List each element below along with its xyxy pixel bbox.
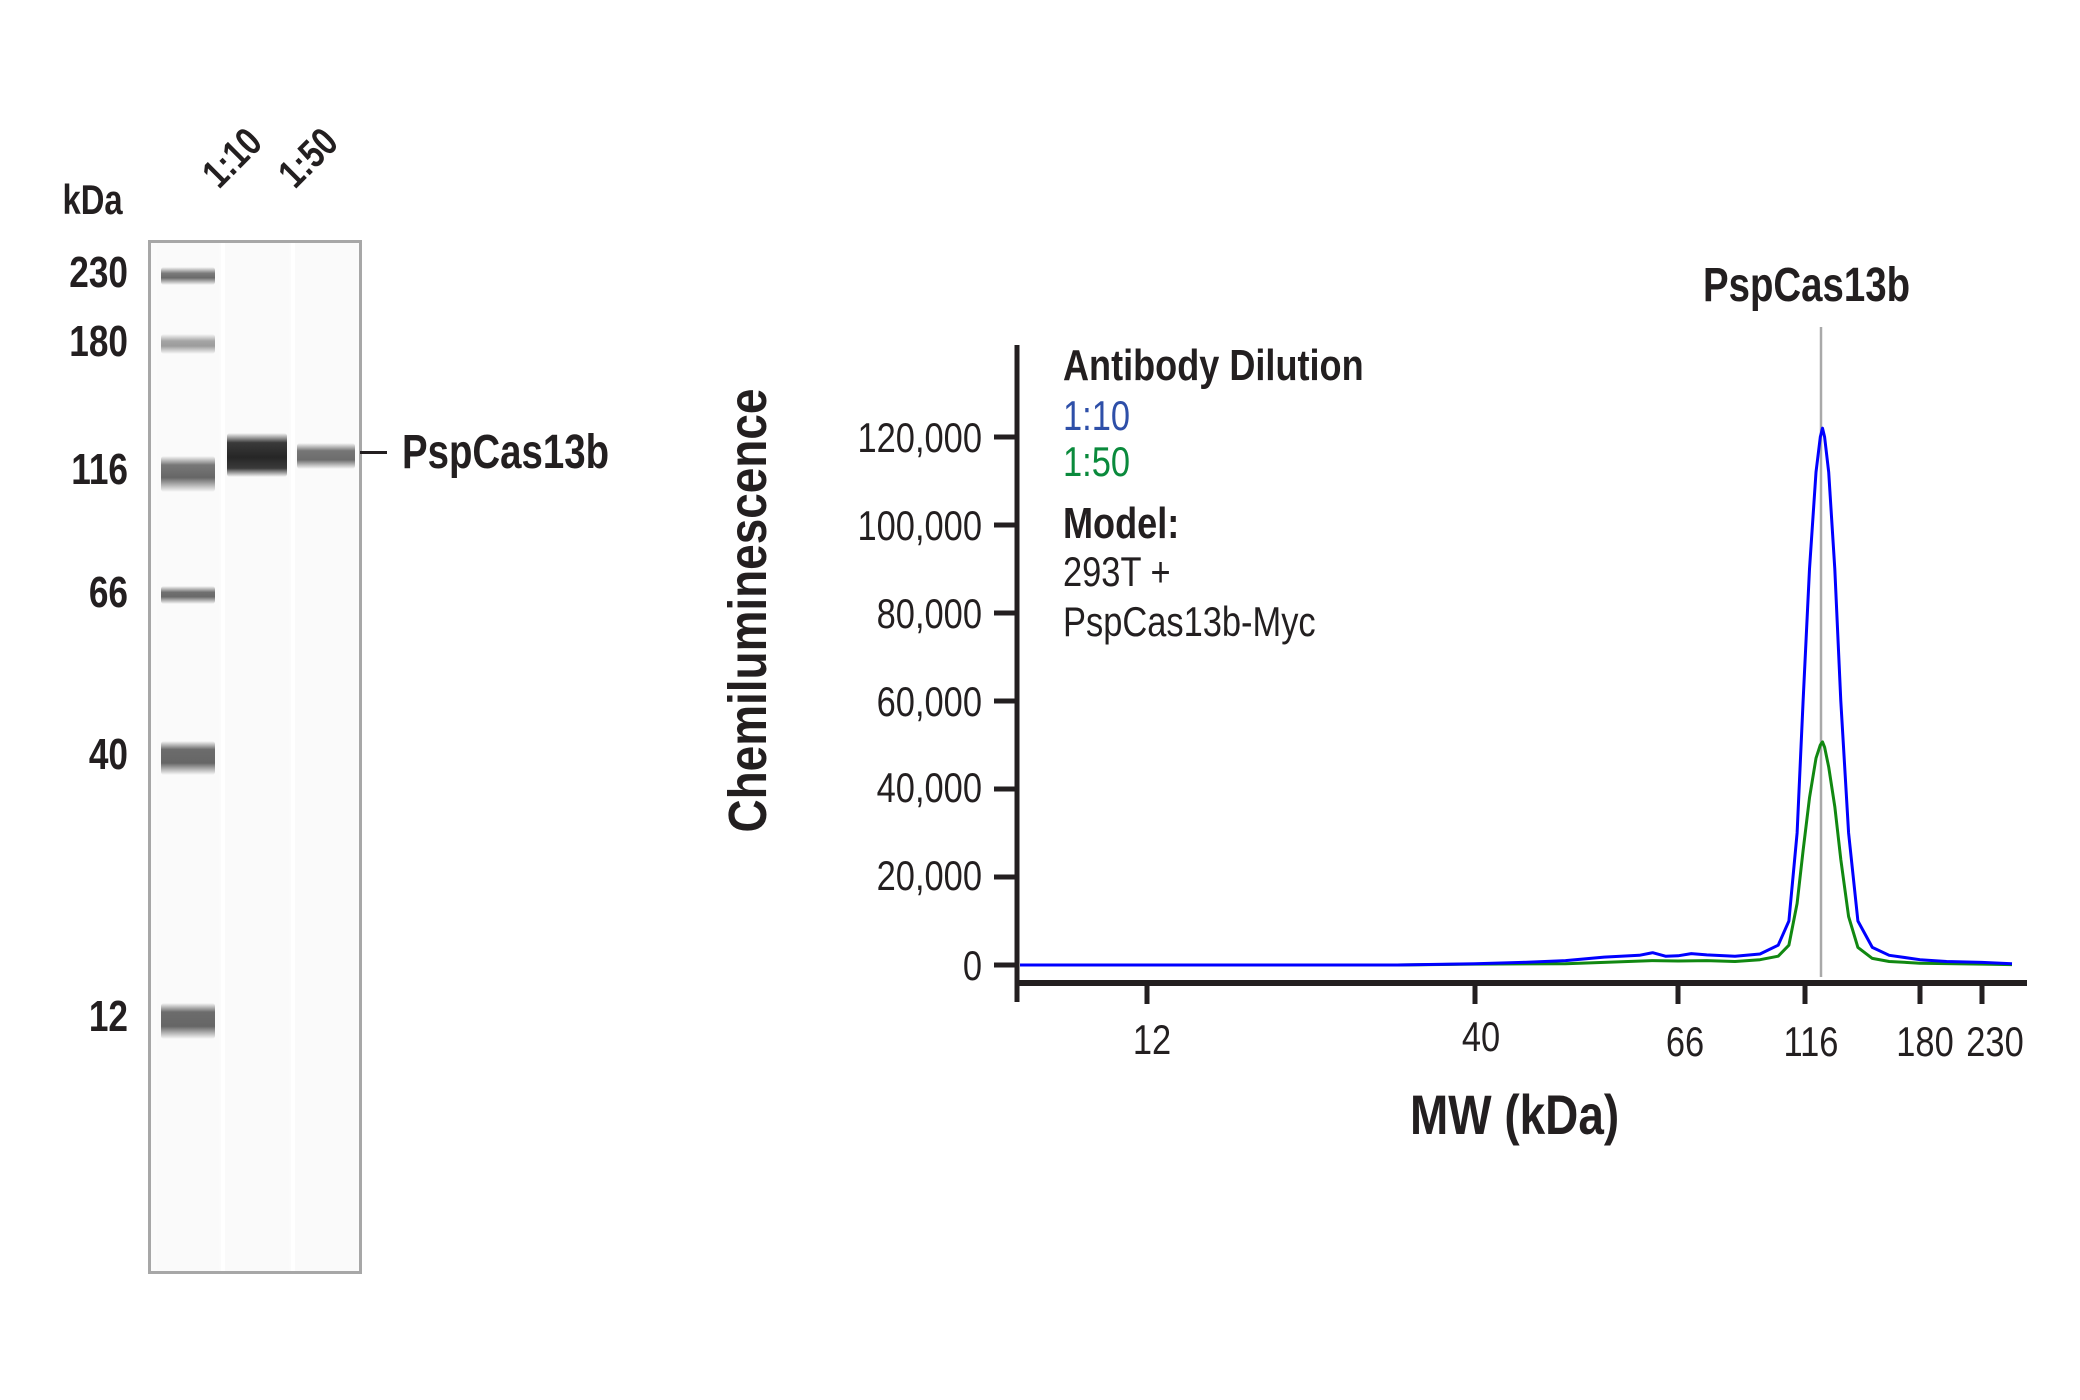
peak-label: PspCas13b <box>1703 259 1911 312</box>
target-band-lane-1 <box>227 433 287 477</box>
legend-entry-1-10: 1:10 <box>1063 392 1131 439</box>
x-tick-label: 180 <box>1896 1018 1954 1065</box>
kda-unit-label: kDa <box>62 176 123 223</box>
marker-label-116: 116 <box>71 445 128 494</box>
ladder-band-66 <box>161 586 215 604</box>
y-tick-label: 40,000 <box>876 764 982 811</box>
ladder-band-12 <box>161 1003 215 1039</box>
ladder-band-116 <box>161 456 215 492</box>
series-line-1-50 <box>1020 740 2013 967</box>
y-tick-label: 60,000 <box>876 678 982 725</box>
marker-label-230: 230 <box>69 248 128 297</box>
marker-label-180: 180 <box>69 317 128 366</box>
ladder-band-230 <box>161 267 215 285</box>
y-tick-marks <box>994 434 1017 968</box>
x-tick-label: 40 <box>1461 1013 1501 1060</box>
y-tick-label: 0 <box>962 942 982 989</box>
lane-separator <box>221 243 225 1271</box>
legend-title: Antibody Dilution <box>1063 341 1364 390</box>
marker-label-66: 66 <box>88 568 128 617</box>
x-axis-title: MW (kDa) <box>1410 1083 1620 1146</box>
x-tick-label: 116 <box>1783 1018 1839 1065</box>
target-band-lane-2 <box>297 443 355 469</box>
ladder-band-180 <box>161 334 215 354</box>
sample-lane-1 <box>225 243 289 1271</box>
legend-model-line-1: 293T + <box>1063 548 1171 595</box>
legend-model-title: Model: <box>1063 499 1180 548</box>
marker-label-40: 40 <box>88 730 128 779</box>
target-indicator-dash <box>360 451 387 454</box>
ladder-lane <box>157 243 219 1271</box>
sample-lane-2 <box>295 243 357 1271</box>
x-tick-label: 230 <box>1966 1018 2024 1065</box>
ladder-band-40 <box>161 741 215 775</box>
y-tick-label: 20,000 <box>876 852 982 899</box>
gel-image <box>148 240 362 1274</box>
series-line-1-10 <box>1020 426 2013 967</box>
x-tick-label: 66 <box>1665 1018 1705 1065</box>
y-tick-label: 80,000 <box>876 590 982 637</box>
target-label: PspCas13b <box>402 426 610 479</box>
y-tick-label: 100,000 <box>857 502 982 549</box>
series-layer <box>1020 426 2013 967</box>
marker-label-12: 12 <box>88 992 128 1041</box>
lane-separator <box>291 243 295 1271</box>
x-tick-marks <box>1144 983 1985 1004</box>
y-tick-label: 120,000 <box>857 414 982 461</box>
legend-model-line-2: PspCas13b-Myc <box>1063 598 1316 645</box>
x-tick-label: 12 <box>1132 1016 1172 1063</box>
y-axis-title: Chemiluminescence <box>718 388 778 833</box>
legend-entry-1-50: 1:50 <box>1063 438 1131 485</box>
